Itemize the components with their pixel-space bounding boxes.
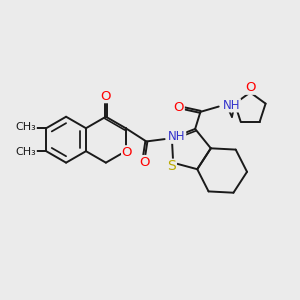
- Text: O: O: [139, 156, 149, 169]
- Text: NH: NH: [168, 130, 186, 143]
- Text: O: O: [122, 146, 132, 159]
- Text: NH: NH: [223, 99, 240, 112]
- Text: O: O: [174, 101, 184, 114]
- Text: CH₃: CH₃: [16, 122, 36, 132]
- Text: S: S: [168, 159, 176, 173]
- Text: O: O: [100, 90, 111, 103]
- Text: O: O: [245, 81, 256, 94]
- Text: CH₃: CH₃: [16, 147, 36, 158]
